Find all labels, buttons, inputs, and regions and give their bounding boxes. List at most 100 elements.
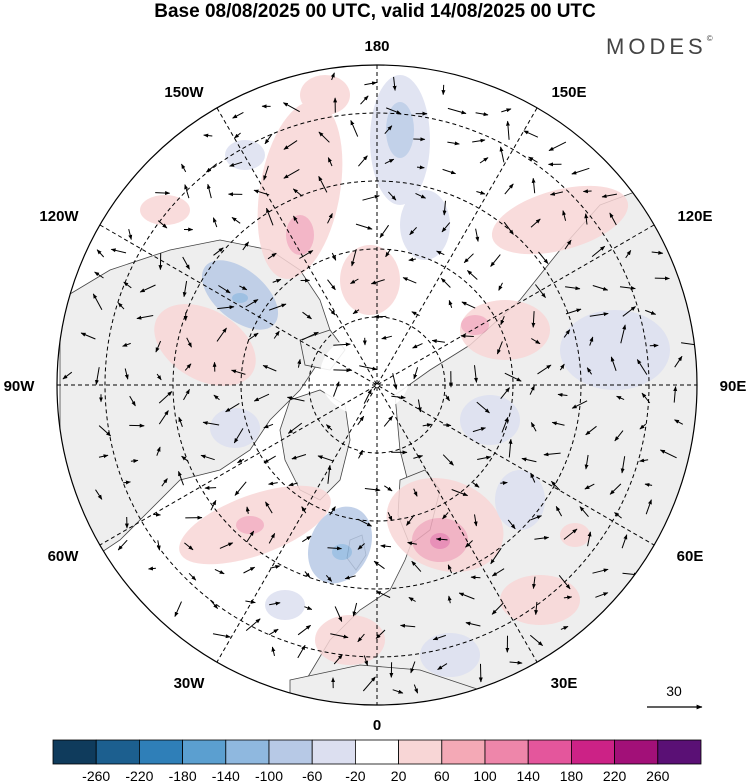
wind-arrow [595, 592, 609, 598]
wind-arrow [110, 248, 127, 254]
wind-arrow [328, 307, 336, 316]
negative-anomaly [225, 140, 265, 170]
colorbar-swatch [268, 739, 313, 765]
wind-arrow [674, 419, 684, 425]
wind-arrow [610, 356, 617, 371]
wind-arrow [265, 501, 273, 514]
wind-arrow [357, 633, 365, 643]
colorbar-swatch [614, 739, 659, 765]
wind-arrow [98, 425, 112, 437]
wind-arrow [117, 539, 128, 551]
map-content [57, 65, 697, 705]
wind-arrow [148, 566, 156, 571]
wind-arrow [243, 566, 256, 574]
wind-arrow [616, 395, 625, 401]
lon-label-90w: 90W [4, 378, 36, 395]
wind-arrow [442, 454, 454, 466]
wind-arrow [304, 571, 311, 578]
wind-arrow [447, 564, 453, 574]
wind-arrow [124, 368, 129, 380]
wind-arrow [410, 661, 416, 674]
wind-arrow [529, 634, 543, 646]
wind-arrow [128, 228, 133, 240]
lon-label-30e: 30E [551, 675, 578, 692]
wind-arrow [558, 574, 571, 590]
wind-arrow [543, 452, 561, 457]
wind-arrow [282, 102, 300, 113]
wind-arrow [538, 251, 549, 264]
wind-arrow [203, 133, 213, 138]
wind-arrow [465, 621, 481, 627]
wind-arrow [472, 138, 486, 143]
wind-arrow [239, 285, 248, 291]
wind-arrow [385, 248, 391, 258]
wind-arrow [465, 540, 473, 548]
negative-anomaly [210, 408, 260, 448]
wind-arrow [470, 575, 481, 580]
colorbar-label: 220 [603, 768, 627, 783]
wind-arrow [504, 183, 514, 195]
wind-arrow [555, 505, 563, 517]
wind-arrow [463, 253, 474, 264]
wind-arrow [237, 458, 245, 464]
wind-arrow [532, 576, 536, 589]
wind-arrow [186, 337, 192, 348]
wind-arrow [392, 76, 397, 91]
wind-arrow [206, 183, 212, 199]
wind-arrow [351, 248, 357, 267]
wind-arrow [589, 336, 594, 346]
wind-arrow [436, 250, 445, 256]
positive-anomaly [236, 516, 264, 534]
wind-arrow [216, 327, 227, 342]
wind-arrow [384, 485, 393, 492]
wind-arrow [387, 512, 393, 522]
wind-arrow [214, 568, 225, 575]
colorbar-swatch [138, 739, 183, 765]
wind-arrow [225, 402, 240, 413]
positive-anomaly [430, 533, 450, 549]
wind-arrow [559, 363, 565, 371]
wind-arrow [253, 189, 270, 196]
wind-arrow [352, 602, 358, 617]
wind-arrow [622, 306, 636, 317]
wind-arrow [80, 332, 96, 340]
wind-arrow [491, 568, 505, 577]
wind-arrow [530, 472, 536, 483]
wind-arrow [210, 499, 217, 511]
wind-arrow [498, 282, 503, 291]
wind-arrow [297, 624, 311, 636]
wind-arrow [614, 512, 622, 519]
wind-arrow [530, 218, 541, 228]
wind-arrow [247, 332, 259, 341]
wind-arrow [364, 487, 381, 492]
wind-arrow [358, 155, 368, 167]
wind-arrow [534, 535, 550, 540]
wind-arrow [645, 499, 652, 515]
wind-arrow [523, 130, 539, 138]
wind-arrow [384, 158, 395, 165]
wind-arrow [357, 415, 365, 426]
wind-arrow [479, 157, 489, 164]
wind-arrow [507, 519, 516, 530]
wind-arrow [178, 416, 183, 427]
wind-arrow [183, 388, 190, 401]
wind-arrow [283, 140, 298, 150]
wind-arrow [268, 628, 279, 636]
colorbar-swatch [571, 739, 616, 765]
negative-anomaly [420, 633, 480, 677]
wind-arrow [331, 252, 337, 261]
wind-arrow [212, 633, 231, 639]
wind-arrow [350, 278, 359, 285]
lon-label-60w: 60W [48, 548, 80, 565]
wind-arrow [245, 299, 259, 308]
colorbar-label: -60 [302, 768, 322, 783]
wind-arrow [384, 125, 393, 135]
wind-arrow [467, 270, 478, 280]
wind-arrow [442, 168, 457, 175]
wind-arrow [245, 618, 261, 631]
wind-arrow [158, 410, 169, 425]
positive-anomaly [500, 575, 580, 625]
wind-arrow [273, 330, 280, 339]
wind-arrow [156, 446, 161, 456]
wind-arrow [589, 312, 609, 317]
